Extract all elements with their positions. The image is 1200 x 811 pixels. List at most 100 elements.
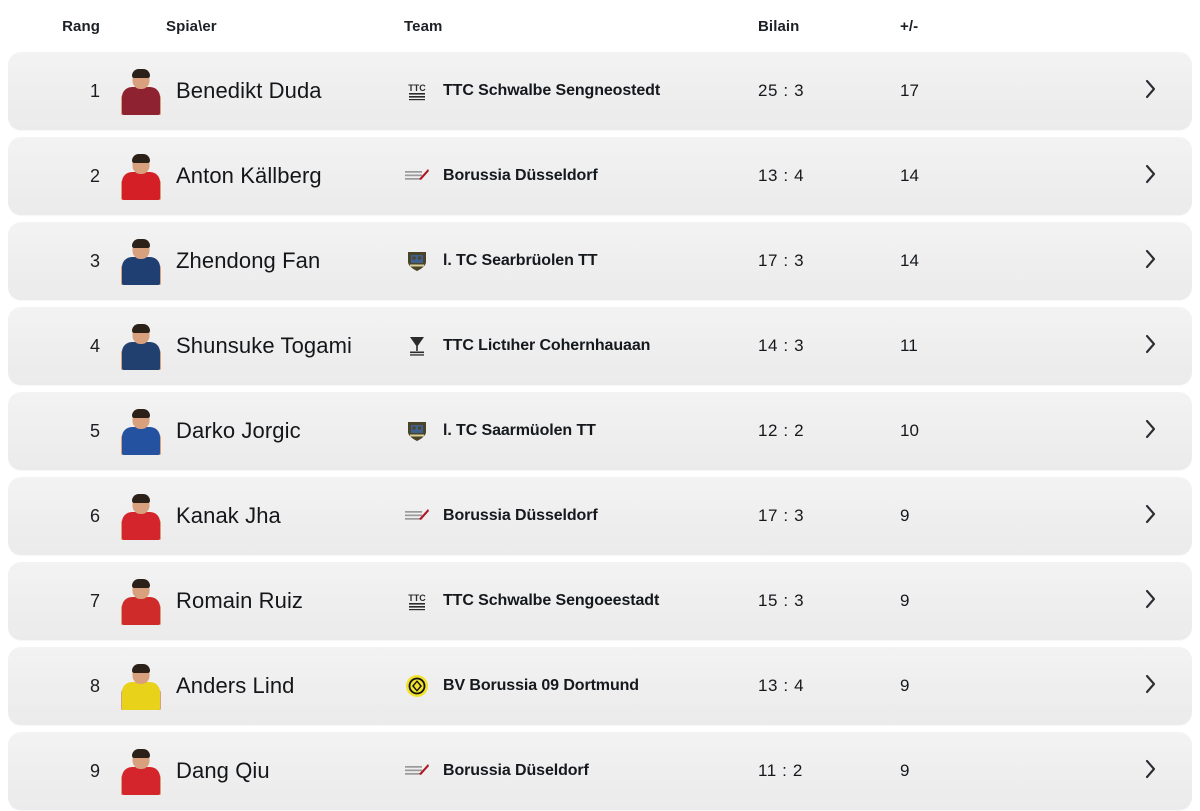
cell-detail-link[interactable] [1018,418,1192,445]
cell-detail-link[interactable] [1018,78,1192,105]
cell-rank: 7 [89,590,100,611]
column-header-team: Team [404,17,443,35]
cell-plusminus: 9 [900,506,910,525]
tc-saarbruecken-crest [404,418,430,444]
table-row[interactable]: 3 Zhendong Fan l. TC Searbrüolen TT 1 [8,222,1192,300]
table-row[interactable]: 7 Romain Ruiz TTC TTC Schwalbe Sengoeest… [8,562,1192,640]
cell-rank: 5 [89,420,100,441]
team-name: TTC Lictıher Cohernhauaan [443,337,651,354]
chevron-right-icon[interactable] [1143,333,1158,355]
avatar [120,152,162,200]
chevron-right-icon[interactable] [1143,248,1158,270]
table-row[interactable]: 8 Anders Lind BV Borussia 09 Dortmund [8,647,1192,725]
avatar [120,747,162,795]
borussia-duesseldorf-crest [404,503,430,529]
player-name: Darko Jorgic [176,418,301,443]
cell-detail-link[interactable] [1018,503,1192,530]
cell-player: Anton Källberg [108,152,398,200]
cell-balance: 11 : 2 [758,761,803,780]
cell-team: TTC TTC Schwalbe Sengneostedt [398,78,728,104]
column-header-plusminus: +/- [900,17,919,35]
cell-balance: 14 : 3 [758,336,805,355]
cell-plusminus: 14 [900,251,919,270]
chevron-right-icon[interactable] [1143,418,1158,440]
cell-plusminus: 9 [900,761,910,780]
column-header-balance: Bilain [758,17,800,35]
cell-detail-link[interactable] [1018,588,1192,615]
cell-balance: 13 : 4 [758,166,805,185]
chevron-right-icon[interactable] [1143,503,1158,525]
cell-plusminus: 9 [900,676,910,695]
cell-player: Kanak Jha [108,492,398,540]
player-name: Shunsuke Togami [176,333,352,358]
cell-team: TTC Lictıher Cohernhauaan [398,333,728,359]
avatar [120,577,162,625]
cell-team: l. TC Searbrüolen TT [398,248,728,274]
player-name: Romain Ruiz [176,588,304,613]
cell-player: Shunsuke Togami [108,322,398,370]
avatar [120,407,162,455]
avatar [120,322,162,370]
cell-rank: 8 [89,675,100,696]
cell-plusminus: 9 [900,591,910,610]
cell-plusminus: 11 [900,336,918,355]
cell-rank: 2 [89,165,100,186]
team-name: BV Borussia 09 Dortmund [443,677,639,694]
player-name: Benedikt Duda [176,78,322,103]
cell-team: TTC TTC Schwalbe Sengoeestadt [398,588,728,614]
team-name: TTC Schwalbe Sengoeestadt [443,592,660,609]
borussia-dortmund-crest [404,673,430,699]
cell-team: Borussia Düsseldorf [398,503,728,529]
cell-rank: 9 [89,760,100,781]
chevron-right-icon[interactable] [1143,758,1158,780]
cell-player: Darko Jorgic [108,407,398,455]
cell-team: Borussia Düseldorf [398,758,728,784]
cell-team: BV Borussia 09 Dortmund [398,673,728,699]
table-body: 1 Benedikt Duda TTC TTC Schwalbe Sengneo… [8,52,1192,810]
avatar [120,237,162,285]
tc-saarbruecken-crest [404,248,430,274]
cell-detail-link[interactable] [1018,248,1192,275]
table-row[interactable]: 1 Benedikt Duda TTC TTC Schwalbe Sengneo… [8,52,1192,130]
table-row[interactable]: 2 Anton Källberg Borussia Düsseldorf 13 … [8,137,1192,215]
cell-plusminus: 10 [900,421,919,440]
chevron-right-icon[interactable] [1143,78,1158,100]
cell-player: Zhendong Fan [108,237,398,285]
ttc-schwalbe-bergneustadt-crest: TTC [404,78,430,104]
table-row[interactable]: 4 Shunsuke Togami TTC Lictıher Cohernhau… [8,307,1192,385]
team-name: l. TC Saarmüolen TT [443,422,596,439]
team-name: Borussia Düsseldorf [443,507,598,524]
chevron-right-icon[interactable] [1143,163,1158,185]
cell-team: l. TC Saarmüolen TT [398,418,728,444]
cell-detail-link[interactable] [1018,758,1192,785]
cell-player: Dang Qiu [108,747,398,795]
cell-team: Borussia Düsseldorf [398,163,728,189]
chevron-right-icon[interactable] [1143,588,1158,610]
table-row[interactable]: 6 Kanak Jha Borussia Düsseldorf 17 : 3 9 [8,477,1192,555]
team-name: Borussia Düseldorf [443,762,589,779]
cell-balance: 17 : 3 [758,506,805,525]
player-name: Anton Källberg [176,163,322,188]
avatar [120,67,162,115]
cell-balance: 13 : 4 [758,676,805,695]
borussia-duesseldorf-crest [404,163,430,189]
cell-balance: 15 : 3 [758,591,805,610]
cell-rank: 6 [89,505,100,526]
cell-player: Anders Lind [108,662,398,710]
svg-text:TTC: TTC [408,593,426,603]
column-header-rank: Rang [62,17,100,35]
chevron-right-icon[interactable] [1143,673,1158,695]
table-row[interactable]: 5 Darko Jorgic l. TC Saarmüolen TT 12 [8,392,1192,470]
ttc-schwalbe-bergneustadt-crest: TTC [404,588,430,614]
cell-detail-link[interactable] [1018,163,1192,190]
cell-balance: 17 : 3 [758,251,805,270]
table-row[interactable]: 9 Dang Qiu Borussia Düseldorf 11 : 2 9 [8,732,1192,810]
cell-detail-link[interactable] [1018,673,1192,700]
column-header-player: Spia\er [166,17,217,35]
player-name: Dang Qiu [176,758,270,783]
svg-text:TTC: TTC [408,83,426,93]
avatar [120,492,162,540]
cell-detail-link[interactable] [1018,333,1192,360]
cell-plusminus: 17 [900,81,919,100]
